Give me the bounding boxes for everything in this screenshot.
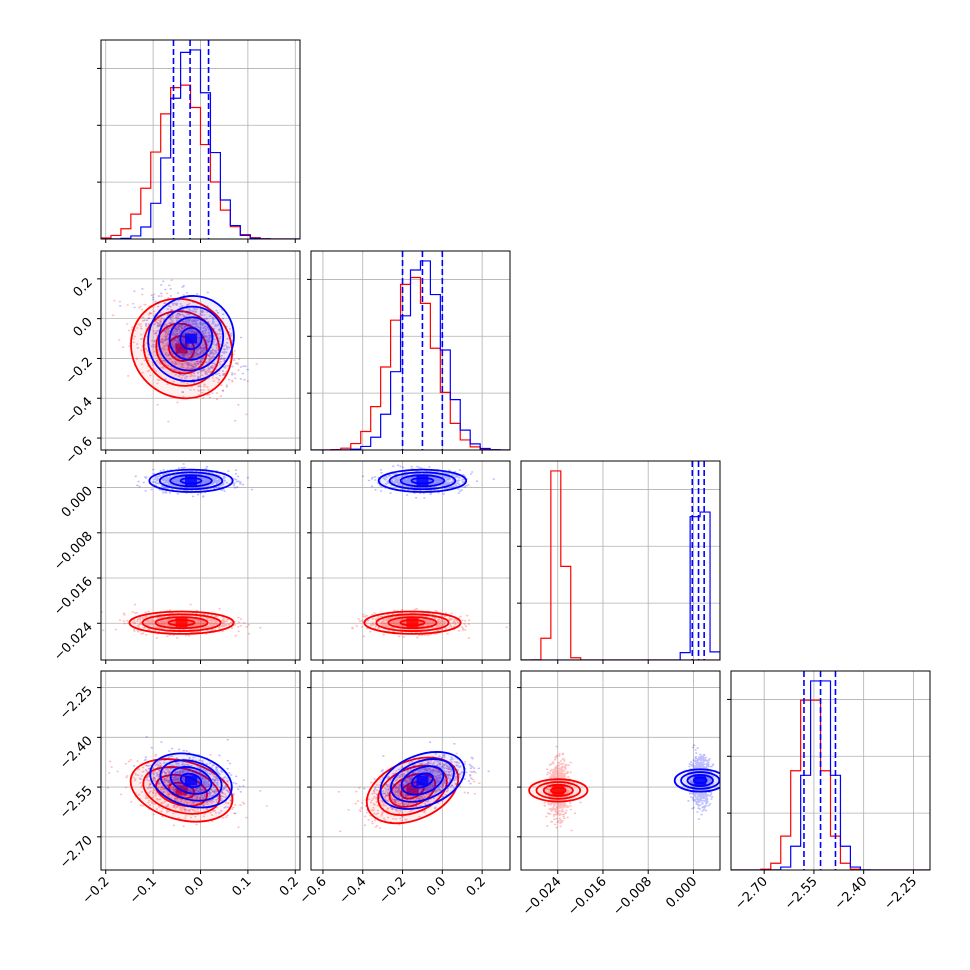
- density-peak-blue: [185, 475, 198, 486]
- panel-2-2: [517, 460, 721, 664]
- panel-3-0: [100, 670, 301, 871]
- axes-frame: [310, 460, 511, 661]
- density-peak-blue: [416, 475, 429, 486]
- x-axis-1-tick-label: −0.4: [337, 874, 370, 907]
- y-axis-3-tick-label: −2.70: [57, 833, 96, 872]
- y-axis-2-tick-label: −0.024: [51, 619, 96, 664]
- panel-2-1: [307, 460, 511, 664]
- panel-content: [731, 671, 930, 870]
- y-axis-2-tick-label: −0.016: [51, 574, 96, 619]
- panel-content: [311, 671, 510, 870]
- panel-3-3: [727, 670, 931, 871]
- y-axis-1-tick-label: 0.0: [71, 315, 96, 340]
- y-axis-1-tick-label: −0.4: [63, 394, 96, 427]
- panel-2-0: [100, 460, 301, 664]
- x-axis-0-tick-label: −0.1: [127, 874, 160, 907]
- panel-content: [101, 671, 300, 870]
- x-axis-0-tick-label: 0.1: [229, 874, 254, 899]
- x-axis-1-tick-label: 0.2: [464, 874, 489, 899]
- x-axis-1-tick-label: −0.6: [297, 874, 330, 907]
- y-axis-2-tick-label: 0.000: [59, 484, 96, 521]
- x-axis-3-tick-label: −2.25: [881, 874, 920, 913]
- y-axis-1-tick-label: −0.2: [63, 355, 96, 388]
- panel-3-1: [307, 670, 511, 871]
- panel-content: [101, 461, 300, 660]
- histogram-blue: [731, 680, 930, 870]
- y-axis-2-tick-label: −0.008: [51, 529, 96, 574]
- axes-frame: [520, 670, 721, 871]
- x-axis-1-tick-label: −0.2: [376, 874, 409, 907]
- panel-0-0: [97, 39, 301, 243]
- x-axis-3-tick-label: −2.55: [782, 874, 821, 913]
- x-axis-3-tick-label: −2.40: [832, 874, 871, 913]
- y-axis-1-tick-label: 0.2: [71, 275, 96, 300]
- y-axis-3-tick-label: −2.40: [57, 734, 96, 773]
- density-peak-blue: [416, 775, 429, 786]
- axes-frame: [310, 250, 511, 451]
- panel-3-2: [517, 670, 721, 871]
- panel-content: [521, 461, 720, 660]
- y-axis-1-tick-label: −0.6: [63, 434, 96, 467]
- x-axis-0-tick-label: 0.0: [182, 874, 207, 899]
- histogram-blue: [311, 260, 510, 450]
- axes-frame: [310, 670, 511, 871]
- panel-content: [311, 251, 510, 450]
- x-axis-1-tick-label: 0.0: [424, 874, 449, 899]
- density-peak-blue: [185, 333, 198, 344]
- x-axis-3-tick-label: −2.70: [732, 874, 771, 913]
- panel-1-1: [307, 250, 511, 454]
- panel-content: [311, 461, 510, 660]
- density-peak-red: [175, 343, 188, 354]
- axes-frame: [520, 460, 721, 661]
- histogram-blue: [521, 511, 720, 660]
- y-axis-3-tick-label: −2.25: [57, 684, 96, 723]
- x-axis-2-tick-label: −0.024: [520, 874, 565, 919]
- axes-frame: [730, 670, 931, 871]
- density-peak-red: [175, 617, 188, 628]
- x-axis-2-tick-label: −0.016: [565, 874, 610, 919]
- density-peak-red: [406, 785, 419, 796]
- x-axis-2-tick-label: 0.000: [663, 874, 700, 911]
- density-peak-blue: [185, 775, 198, 786]
- panel-1-0: [100, 250, 301, 454]
- x-axis-2-tick-label: −0.008: [610, 874, 655, 919]
- density-peak-red: [552, 785, 565, 796]
- panel-content: [521, 671, 720, 870]
- panel-content: [101, 251, 300, 450]
- y-axis-3-tick-label: −2.55: [57, 783, 96, 822]
- panel-content: [101, 40, 300, 239]
- density-peak-blue: [694, 775, 707, 786]
- x-axis-0-tick-label: −0.2: [80, 874, 113, 907]
- density-peak-red: [406, 617, 419, 628]
